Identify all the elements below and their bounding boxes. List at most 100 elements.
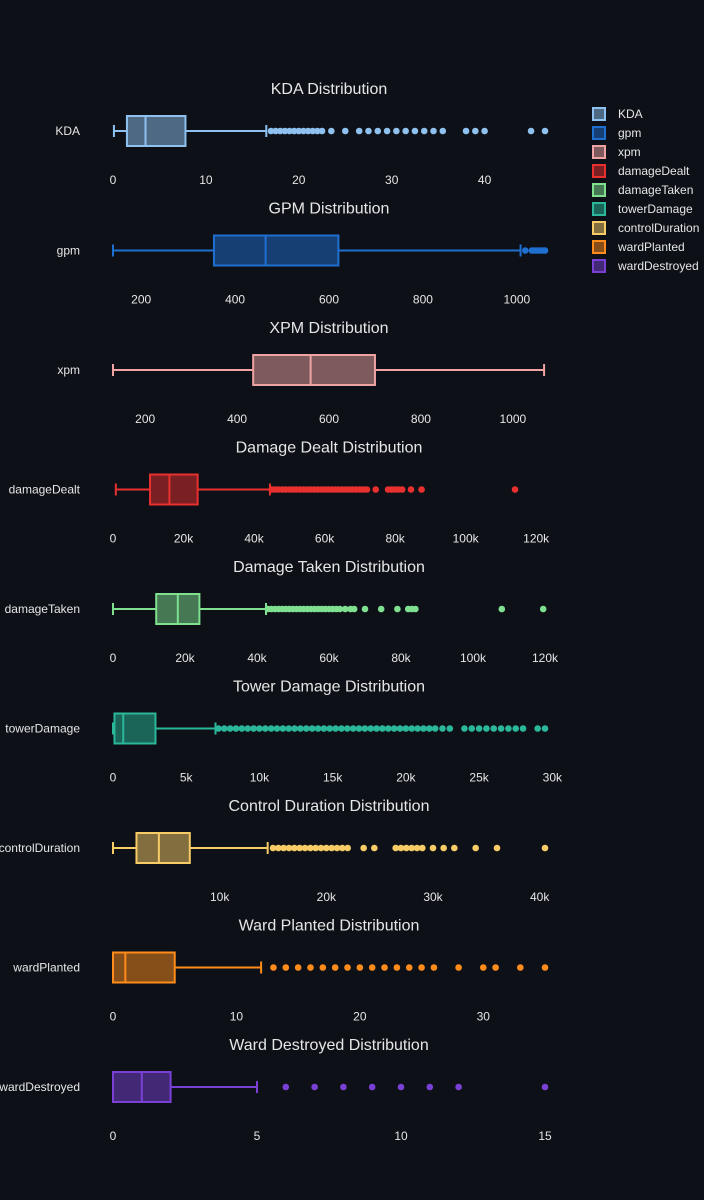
x-tick-label: 0 — [110, 771, 117, 785]
x-tick-label: 15 — [538, 1129, 552, 1143]
outlier-point — [308, 725, 316, 732]
x-tick-label: 100k — [460, 651, 487, 665]
y-tick-label: wardPlanted — [12, 961, 80, 975]
outlier-point — [270, 964, 277, 971]
legend-label: wardPlanted — [617, 240, 685, 254]
outlier-point — [300, 127, 307, 135]
outlier-point — [333, 844, 341, 852]
outlier-point — [276, 127, 284, 135]
outlier-point — [472, 127, 479, 135]
outlier-point — [294, 964, 302, 971]
outlier-point — [328, 127, 335, 135]
outlier-point — [393, 964, 401, 971]
box-iqr — [113, 712, 157, 745]
outlier-point — [439, 127, 447, 135]
x-tick-label: 5k — [180, 771, 194, 785]
legend-swatch — [592, 259, 606, 273]
legend-item-gpm[interactable]: gpm — [592, 126, 641, 140]
outlier-point — [291, 844, 298, 852]
legend-item-wardDestroyed[interactable]: wardDestroyed — [592, 259, 699, 273]
legend-item-xpm[interactable]: xpm — [592, 145, 641, 159]
chart-panel-damageDealt: Damage Dealt Distribution damageDealt 0 20k… — [9, 440, 551, 546]
legend-label: damageTaken — [618, 183, 693, 197]
outlier-point — [314, 127, 321, 135]
outlier-point — [420, 127, 428, 135]
outlier-point — [439, 725, 446, 732]
x-tick-label: 20k — [317, 890, 337, 904]
outlier-point — [286, 127, 293, 135]
outlier-point — [396, 725, 404, 732]
legend-label: controlDuration — [618, 221, 699, 235]
outlier-point — [344, 844, 351, 852]
y-tick-label: KDA — [55, 124, 80, 138]
outlier-point — [361, 605, 369, 613]
legend-item-wardPlanted[interactable]: wardPlanted — [592, 240, 685, 254]
x-tick-label: 400 — [225, 293, 245, 307]
outlier-point — [314, 725, 322, 732]
legend-item-controlDuration[interactable]: controlDuration — [592, 221, 699, 235]
x-tick-label: 30 — [385, 173, 399, 187]
legend-item-damageTaken[interactable]: damageTaken — [592, 183, 693, 197]
outlier-point — [381, 964, 388, 971]
outlier-point — [290, 127, 298, 135]
outlier-point — [475, 725, 483, 732]
outlier-point — [418, 486, 425, 493]
chart-panel-controlDuration: Control Duration Distribution controlDura… — [0, 798, 550, 904]
legend-item-KDA[interactable]: KDA — [592, 107, 643, 121]
outlier-point — [363, 486, 371, 493]
outlier-point — [238, 725, 246, 732]
box-iqr — [112, 951, 176, 984]
outlier-point — [250, 725, 257, 732]
outlier-point — [490, 725, 498, 732]
legend-item-damageDealt[interactable]: damageDealt — [592, 164, 690, 178]
x-tick-label: 10 — [394, 1129, 408, 1143]
x-tick-label: 40k — [247, 651, 267, 665]
outlier-point — [282, 1083, 290, 1091]
outlier-point — [541, 725, 549, 732]
outlier-point — [519, 725, 527, 732]
legend-swatch — [592, 126, 606, 140]
x-tick-label: 600 — [319, 412, 339, 426]
outlier-point — [408, 844, 415, 852]
outlier-point — [312, 844, 319, 852]
outlier-point — [398, 486, 406, 493]
outlier-point — [301, 844, 309, 852]
outlier-point — [414, 725, 421, 732]
x-tick-label: 30k — [543, 771, 563, 785]
legend-swatch — [592, 202, 606, 216]
outlier-point — [472, 844, 479, 852]
outlier-point — [285, 844, 293, 852]
legend-item-towerDamage[interactable]: towerDamage — [592, 202, 693, 216]
outlier-point — [446, 725, 454, 732]
outlier-point — [336, 605, 344, 613]
y-tick-label: damageTaken — [5, 602, 80, 616]
outlier-point — [341, 127, 349, 135]
chart-panel-KDA: KDA Distribution KDA 0 10 20 30 40 — [55, 81, 549, 187]
outlier-point — [407, 486, 415, 493]
y-tick-label: controlDuration — [0, 841, 80, 855]
outlier-point — [280, 844, 287, 852]
chart-panel-gpm: GPM Distribution gpm 200 400 600 800 1000 — [57, 201, 549, 307]
outlier-point — [539, 605, 547, 613]
outlier-point — [374, 127, 382, 135]
x-tick-label: 200 — [135, 412, 155, 426]
x-tick-label: 20k — [174, 532, 194, 546]
outlier-point — [344, 964, 351, 971]
legend-label: towerDamage — [618, 202, 693, 216]
x-tick-label: 40 — [478, 173, 492, 187]
outlier-point — [273, 725, 281, 732]
x-tick-label: 20 — [292, 173, 306, 187]
legend-swatch — [592, 107, 606, 121]
y-tick-label: gpm — [57, 244, 80, 258]
outlier-point — [332, 725, 339, 732]
outlier-point — [349, 725, 357, 732]
x-tick-label: 30k — [423, 890, 443, 904]
x-tick-label: 15k — [323, 771, 343, 785]
outlier-point — [339, 844, 346, 852]
legend-swatch — [592, 164, 606, 178]
outlier-point — [261, 725, 269, 732]
box-iqr — [212, 234, 340, 267]
outlier-point — [461, 725, 468, 732]
x-tick-label: 0 — [110, 173, 117, 187]
